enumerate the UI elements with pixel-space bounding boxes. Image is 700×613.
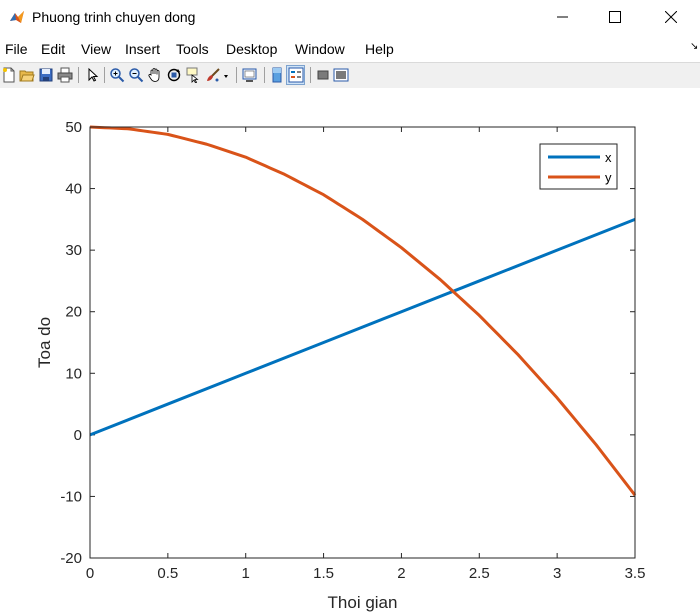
title-bar[interactable]: Phuong trinh chuyen dong	[0, 0, 700, 34]
menu-view[interactable]: View	[81, 41, 112, 57]
menu-tools[interactable]: Tools	[176, 41, 209, 57]
series-line-x[interactable]	[89, 217, 636, 437]
insert-colorbar-icon[interactable]	[269, 67, 285, 83]
axes-background[interactable]	[90, 127, 635, 558]
close-icon	[665, 11, 677, 23]
y-axis-label: Toa do	[35, 317, 54, 368]
save-icon[interactable]	[38, 67, 54, 83]
figure-canvas[interactable]: 0 0.5 1 1.5 2 2.5 3 3.5 -20 -10 0 10 20 30 40 50 Thoi gi…	[0, 88, 700, 613]
open-file-icon[interactable]	[19, 67, 35, 83]
window-title: Phuong trinh chuyen dong	[32, 9, 196, 25]
menu-desktop[interactable]: Desktop	[226, 41, 278, 57]
line-plot[interactable]: 0 0.5 1 1.5 2 2.5 3 3.5 -20 -10 0 10 20 30 40 50 Thoi gi…	[0, 88, 700, 613]
menu-help[interactable]: Help	[365, 41, 394, 57]
insert-legend-icon	[288, 67, 304, 83]
close-button[interactable]	[648, 0, 694, 34]
toolbar-separator	[236, 67, 237, 83]
y-tick-label: -20	[60, 550, 82, 567]
show-plot-tools-icon[interactable]	[333, 67, 349, 83]
x-tick-label: 3	[553, 565, 561, 582]
toolbar-separator	[310, 67, 311, 83]
y-tick-label: 40	[65, 181, 82, 198]
menu-window[interactable]: Window	[295, 41, 345, 57]
toolbar-separator	[264, 67, 265, 83]
zoom-out-icon[interactable]	[128, 67, 144, 83]
x-axis-label: Thoi gian	[328, 593, 398, 612]
brush-dropdown-icon[interactable]	[223, 67, 231, 83]
legend-label-y: y	[605, 170, 612, 185]
link-plot-icon[interactable]	[242, 67, 258, 83]
minimize-button[interactable]	[540, 0, 586, 34]
y-tick-label: 0	[74, 427, 82, 444]
menu-insert[interactable]: Insert	[125, 41, 161, 57]
zoom-in-icon[interactable]	[109, 67, 125, 83]
data-cursor-icon[interactable]	[186, 67, 202, 84]
x-tick-label: 1.5	[313, 565, 334, 582]
x-tick-label: 2	[397, 565, 405, 582]
matlab-icon	[9, 9, 25, 25]
y-tick-label: -10	[60, 488, 82, 505]
minimize-icon	[557, 16, 568, 18]
pan-icon[interactable]	[147, 67, 163, 83]
y-tick-label: 10	[65, 365, 82, 382]
rotate-3d-icon[interactable]	[166, 67, 182, 83]
toolbar-separator	[78, 67, 79, 83]
edit-plot-pointer-icon[interactable]	[84, 67, 100, 83]
menu-edit[interactable]: Edit	[41, 41, 66, 57]
axes-box	[89, 126, 636, 559]
menu-bar: File Edit View Insert Tools Desktop Wind…	[0, 37, 700, 61]
maximize-button[interactable]	[592, 0, 638, 34]
figure-toolbar	[0, 62, 700, 89]
y-tick-label: 50	[65, 119, 82, 136]
legend-label-x: x	[605, 150, 612, 165]
y-tick-label: 30	[65, 242, 82, 259]
new-figure-icon[interactable]	[1, 67, 17, 83]
series-line-y[interactable]	[89, 125, 637, 497]
menu-file[interactable]: File	[5, 41, 28, 57]
hide-plot-tools-icon[interactable]	[315, 67, 331, 83]
print-icon[interactable]	[57, 67, 73, 83]
x-tick-label: 3.5	[625, 565, 646, 582]
y-tick-label: 20	[65, 304, 82, 321]
x-tick-label: 1	[242, 565, 250, 582]
x-tick-label: 0.5	[157, 565, 178, 582]
toolbar-separator	[104, 67, 105, 83]
x-tick-label: 2.5	[469, 565, 490, 582]
menu-dock-arrow[interactable]: ↘	[690, 41, 699, 52]
legend-box[interactable]	[539, 143, 618, 190]
insert-legend-button[interactable]	[286, 65, 305, 85]
x-tick-label: 0	[86, 565, 94, 582]
brush-icon[interactable]	[205, 67, 221, 83]
maximize-icon	[609, 11, 621, 23]
